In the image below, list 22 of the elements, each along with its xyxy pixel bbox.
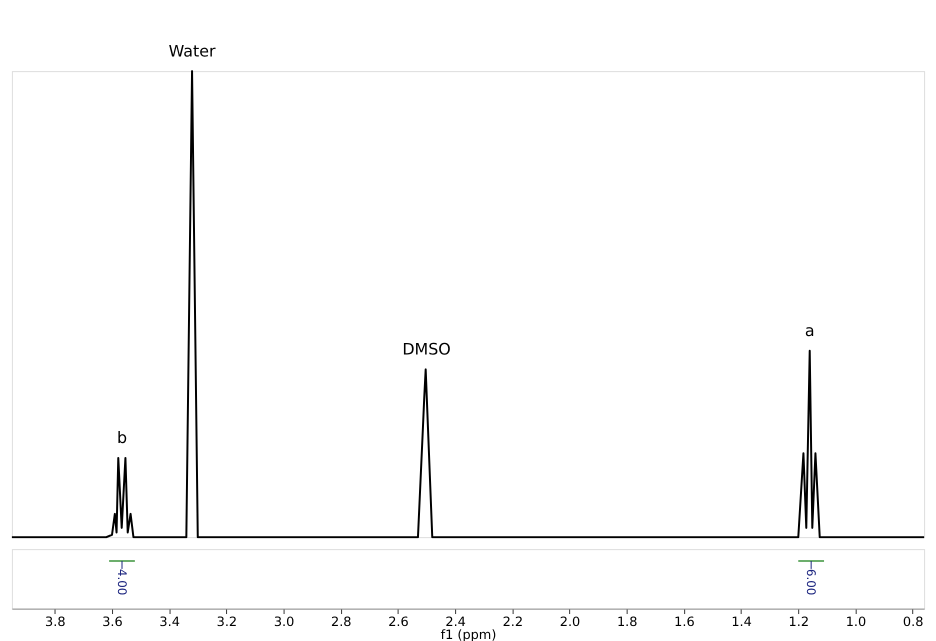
annotation: Water (168, 41, 216, 60)
annotation: a (804, 320, 815, 340)
x-tick-label: 2.4 (445, 614, 466, 630)
x-tick-label: 0.8 (902, 614, 924, 630)
x-tick-label: 2.6 (388, 614, 409, 630)
x-tick-label: 1.2 (788, 614, 810, 630)
x-tick-label: 3.6 (102, 614, 123, 630)
x-tick-label: 3.0 (274, 614, 294, 630)
x-tick-label: 3.4 (159, 614, 180, 630)
x-tick-label: 2.2 (502, 614, 524, 630)
annotation: b (116, 428, 128, 448)
annotation: 4.00 (115, 568, 130, 596)
x-tick-label: 2.8 (331, 614, 352, 630)
annotation: 6.00 (804, 568, 818, 596)
x-tick-label: 3.2 (216, 614, 238, 630)
x-tick-label: 1.8 (616, 614, 638, 630)
annotation: DMSO (402, 340, 451, 359)
x-tick-label: 1.6 (674, 614, 695, 630)
x-tick-label: 3.8 (45, 614, 66, 630)
x-tick-label: 1.0 (846, 614, 866, 630)
x-tick-label: 2.0 (560, 614, 580, 630)
x-tick-label: 1.4 (731, 614, 752, 630)
